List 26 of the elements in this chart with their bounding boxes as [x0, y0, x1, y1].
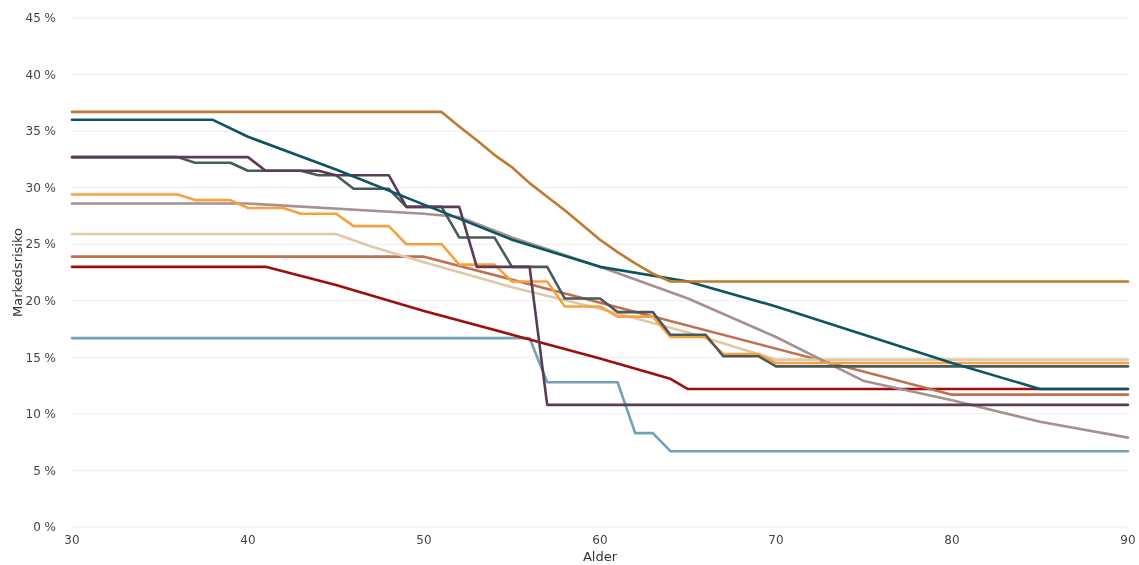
y-tick-label: 10 %: [25, 407, 56, 422]
line-series: [70, 118, 1130, 391]
x-tick-label: 50: [416, 533, 432, 547]
y-tick-label: 35 %: [25, 124, 56, 139]
line-series: [70, 232, 1130, 361]
line-series: [70, 336, 1130, 453]
line-series: [70, 193, 1130, 365]
line-series: [70, 202, 1130, 439]
x-tick-label: 90: [1120, 533, 1136, 547]
x-tick-label: 70: [768, 533, 784, 547]
y-tick-label: 15 %: [25, 350, 56, 365]
y-tick-label: 20 %: [25, 293, 56, 308]
x-tick-label: 80: [944, 533, 960, 547]
line-series: [70, 110, 1130, 283]
x-tick-label: 30: [64, 533, 80, 547]
y-axis-title: Markedsrisiko: [10, 227, 25, 317]
x-tick-label: 40: [240, 533, 256, 547]
y-tick-label: 40 %: [25, 67, 56, 82]
x-axis-title: Alder: [582, 549, 618, 564]
y-tick-label: 30 %: [25, 180, 56, 195]
y-tick-label: 0 %: [33, 520, 56, 535]
y-tick-label: 25 %: [25, 237, 56, 252]
y-tick-label: 45 %: [25, 11, 56, 26]
y-tick-label: 5 %: [33, 463, 56, 478]
line-series: [70, 155, 1130, 407]
x-tick-label: 60: [592, 533, 608, 547]
